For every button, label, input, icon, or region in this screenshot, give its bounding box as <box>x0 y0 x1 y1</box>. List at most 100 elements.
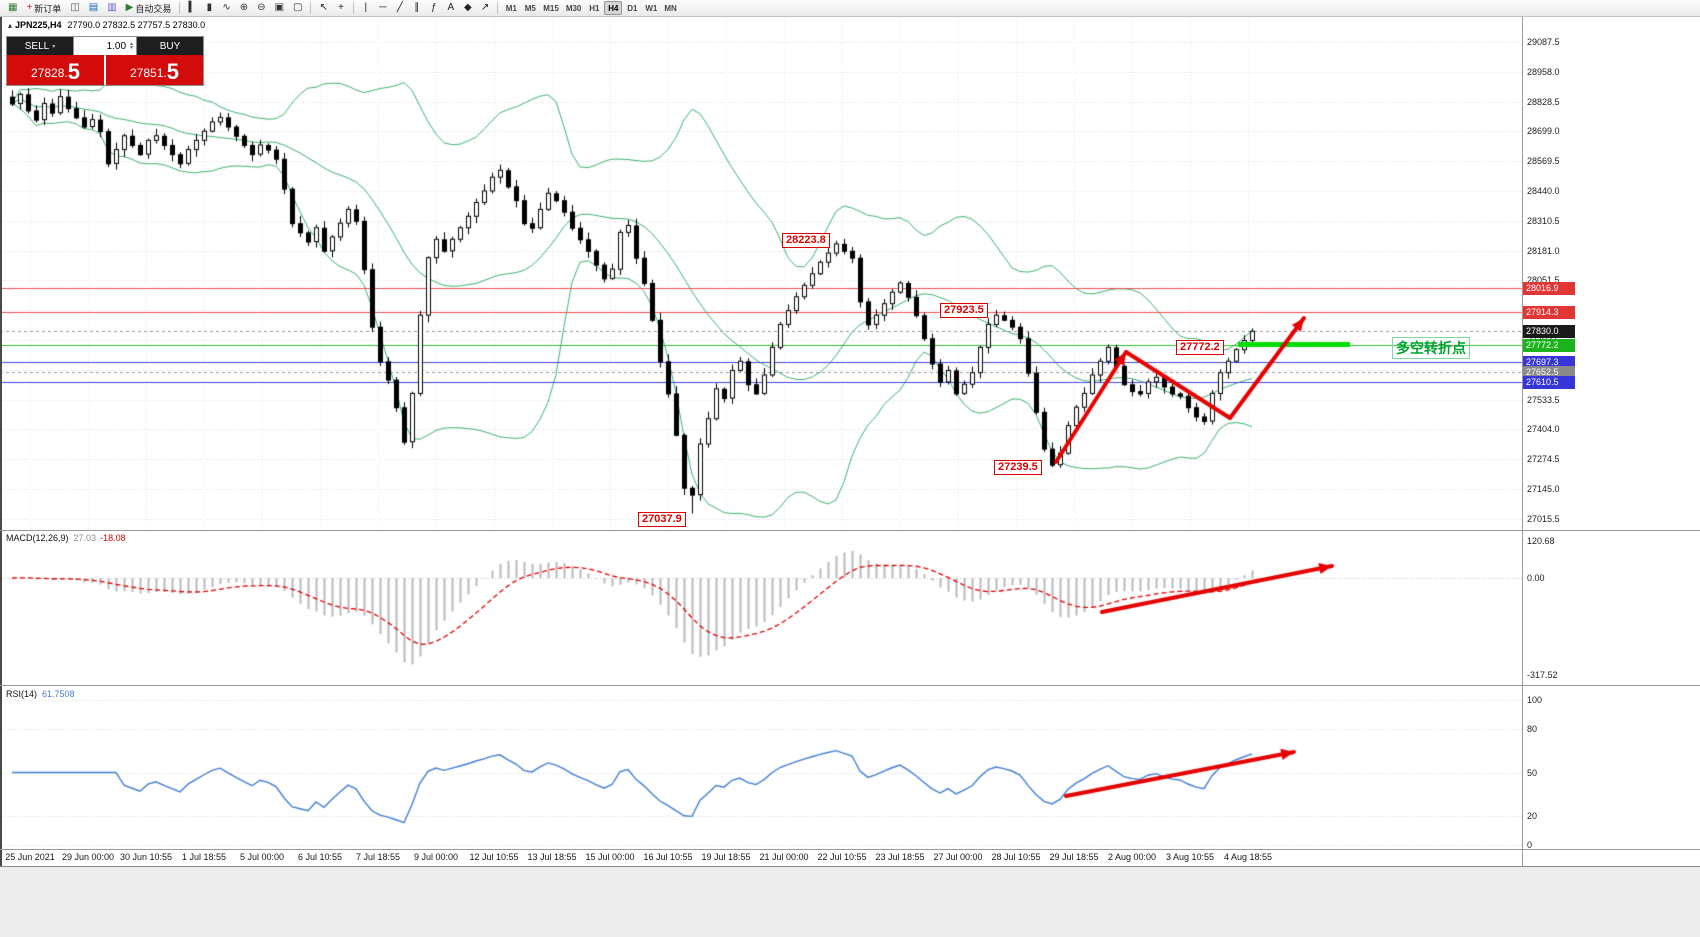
time-axis-label: 22 Jul 10:55 <box>817 852 867 862</box>
timeframe-h4[interactable]: H4 <box>604 1 623 15</box>
macd-main-value: 27.03 <box>73 533 97 543</box>
volume-input[interactable]: 1.00 ▲ ▼ <box>73 37 137 55</box>
price-annotation[interactable]: 27239.5 <box>994 460 1042 475</box>
timeframe-mn[interactable]: MN <box>664 3 677 13</box>
toolbar-separator <box>497 2 499 14</box>
price-annotation[interactable]: 27772.2 <box>1176 340 1224 355</box>
timeframe-m30[interactable]: M30 <box>565 3 582 13</box>
zoom-in-button[interactable]: ⊕ <box>236 1 252 16</box>
buy-button[interactable]: BUY <box>137 37 203 55</box>
rsi-value: 61.7508 <box>42 689 75 699</box>
time-axis-label: 21 Jul 00:00 <box>759 852 809 862</box>
volume-spinner[interactable]: ▲ ▼ <box>129 41 134 51</box>
shapes-button[interactable]: ↗ <box>477 1 493 16</box>
chart-marker-icon: ▴ <box>8 21 13 30</box>
time-axis-label: 29 Jun 00:00 <box>61 852 115 862</box>
toolbar: ▦ + 新订单 ◫ ▤ ▥ ▶ 自动交易 ▍ ▮ ∿ ⊕ ⊖ ▣ ▢ ↖ + | ─ ╱ ∥ ƒ A ◆ ↗ M1 M5 M15 M30… <box>0 0 1700 17</box>
price-tick: 28699.0 <box>1527 126 1560 137</box>
chart-profiles-button[interactable]: ◫ <box>66 1 83 16</box>
timeframe-d1[interactable]: D1 <box>627 3 638 13</box>
autotrade-button[interactable]: ▶ 自动交易 <box>122 1 176 16</box>
buy-price-big: 5 <box>166 59 179 84</box>
new-chart-button[interactable]: ▦ <box>4 1 21 16</box>
bar-chart-button[interactable]: ▍ <box>184 1 200 16</box>
line-chart-button[interactable]: ∿ <box>218 1 234 16</box>
price-line-label[interactable]: 27914.3 <box>1523 305 1575 319</box>
price-tick: 27533.5 <box>1527 394 1560 405</box>
text-button[interactable]: A <box>443 1 459 16</box>
price-annotation[interactable]: 27923.5 <box>940 303 988 318</box>
price-line-label[interactable]: 27772.2 <box>1523 338 1575 352</box>
time-axis-label: 28 Jul 10:55 <box>991 852 1041 862</box>
price-tick: 27274.5 <box>1527 454 1560 465</box>
arrange-windows-icon: ▢ <box>293 2 303 13</box>
navigator-button[interactable]: ▥ <box>103 1 120 16</box>
price-tick: 28310.5 <box>1527 215 1560 226</box>
symbol-info: ▴ JPN225,H4 27790.0 27832.5 27757.5 27830.… <box>8 20 205 30</box>
price-line-label[interactable]: 27830.0 <box>1523 325 1575 339</box>
arrange-windows-button[interactable]: ▢ <box>289 1 306 16</box>
new-order-label: 新订单 <box>34 3 62 14</box>
fibonacci-icon: ƒ <box>431 2 437 13</box>
time-axis-label: 12 Jul 10:55 <box>469 852 519 862</box>
price-line-label[interactable]: 28016.9 <box>1523 282 1575 296</box>
time-axis-label: 13 Jul 18:55 <box>527 852 577 862</box>
window-left-border <box>0 17 2 866</box>
spinner-down-icon[interactable]: ▼ <box>129 45 134 51</box>
label-button[interactable]: ◆ <box>460 1 476 16</box>
timeframe-m5[interactable]: M5 <box>524 3 536 13</box>
vertical-line-button[interactable]: | <box>358 1 374 16</box>
macd-label: MACD(12,26,9) 27.03 -18.08 <box>6 533 126 543</box>
price-line-label[interactable]: 27610.5 <box>1523 375 1575 389</box>
text-icon: A <box>447 2 455 13</box>
toolbar-separator <box>179 2 181 14</box>
macd-scale-tick: -317.52 <box>1527 670 1558 681</box>
chevron-down-icon: ▾ <box>52 43 56 50</box>
new-order-button[interactable]: + 新订单 <box>22 1 65 16</box>
cursor-button[interactable]: ↖ <box>315 1 331 16</box>
zoom-out-button[interactable]: ⊖ <box>253 1 269 16</box>
tile-windows-icon: ▣ <box>274 2 285 13</box>
new-order-icon: + <box>26 2 33 13</box>
timeframe-w1[interactable]: W1 <box>645 3 658 13</box>
time-axis-label: 4 Aug 18:55 <box>1223 852 1273 862</box>
sell-price[interactable]: 27828. 5 <box>7 55 104 85</box>
market-watch-button[interactable]: ▤ <box>85 1 102 16</box>
time-axis-label: 25 Jun 2021 <box>5 852 55 862</box>
sell-button[interactable]: SELL ▾ <box>7 37 73 55</box>
price-annotation[interactable]: 27037.9 <box>638 512 686 527</box>
rsi-scale-tick: 100 <box>1527 695 1543 705</box>
spinner-up-icon[interactable]: ▲ <box>129 41 134 47</box>
price-tick: 28958.0 <box>1527 66 1560 77</box>
price-tick: 28569.5 <box>1527 156 1560 167</box>
fibonacci-button[interactable]: ƒ <box>426 1 442 16</box>
pivot-note[interactable]: 多空转折点 <box>1392 337 1470 359</box>
timeframe-h1[interactable]: H1 <box>589 3 600 13</box>
candlestick-chart-button[interactable]: ▮ <box>201 1 217 16</box>
timeframe-m1[interactable]: M1 <box>505 3 517 13</box>
horizontal-line-button[interactable]: ─ <box>375 1 391 16</box>
trendline-button[interactable]: ╱ <box>392 1 408 16</box>
crosshair-button[interactable]: + <box>333 1 349 16</box>
buy-price-small: 27851. <box>130 66 167 80</box>
cursor-icon: ↖ <box>319 2 328 13</box>
timeframe-m15[interactable]: M15 <box>543 3 559 13</box>
macd-panel-divider[interactable] <box>0 530 1700 531</box>
price-line-label[interactable]: 27697.3 <box>1523 355 1575 369</box>
macd-signal-value: -18.08 <box>100 533 126 543</box>
price-tick: 27145.0 <box>1527 483 1560 494</box>
price-annotation[interactable]: 28223.8 <box>782 233 830 248</box>
tile-windows-button[interactable]: ▣ <box>271 1 288 16</box>
time-axis-label: 15 Jul 00:00 <box>585 852 635 862</box>
rsi-panel-divider[interactable] <box>0 685 1700 686</box>
window-bottom-area <box>0 866 1700 937</box>
rsi-scale-tick: 0 <box>1527 840 1533 850</box>
price-scale-border[interactable] <box>1522 17 1523 866</box>
price-tick: 27404.0 <box>1527 424 1560 435</box>
time-axis-label: 29 Jul 18:55 <box>1049 852 1099 862</box>
buy-price[interactable]: 27851. 5 <box>106 55 203 85</box>
channel-button[interactable]: ∥ <box>409 1 425 16</box>
buy-button-label: BUY <box>159 40 181 52</box>
